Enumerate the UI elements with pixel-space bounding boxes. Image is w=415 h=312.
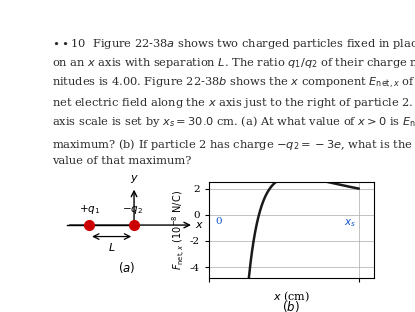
Text: $y$: $y$ bbox=[129, 173, 139, 185]
Text: $(b)$: $(b)$ bbox=[283, 299, 300, 312]
X-axis label: $x$ (cm): $x$ (cm) bbox=[273, 290, 310, 304]
Text: $+q_1$: $+q_1$ bbox=[78, 203, 100, 217]
Text: $-q_2$: $-q_2$ bbox=[122, 204, 143, 217]
Text: $x$: $x$ bbox=[195, 220, 204, 230]
Text: $L$: $L$ bbox=[108, 241, 115, 253]
Y-axis label: $F_{\mathrm{net},x}\ (10^{-8}\ \mathrm{N/C})$: $F_{\mathrm{net},x}\ (10^{-8}\ \mathrm{N… bbox=[170, 190, 187, 270]
Text: $\bullet\bullet$10  Figure 22-38$a$ shows two charged particles fixed in place
o: $\bullet\bullet$10 Figure 22-38$a$ shows… bbox=[52, 37, 415, 166]
Text: 0: 0 bbox=[215, 217, 222, 226]
Text: $x_s$: $x_s$ bbox=[344, 217, 356, 229]
Text: $(a)$: $(a)$ bbox=[118, 260, 135, 275]
